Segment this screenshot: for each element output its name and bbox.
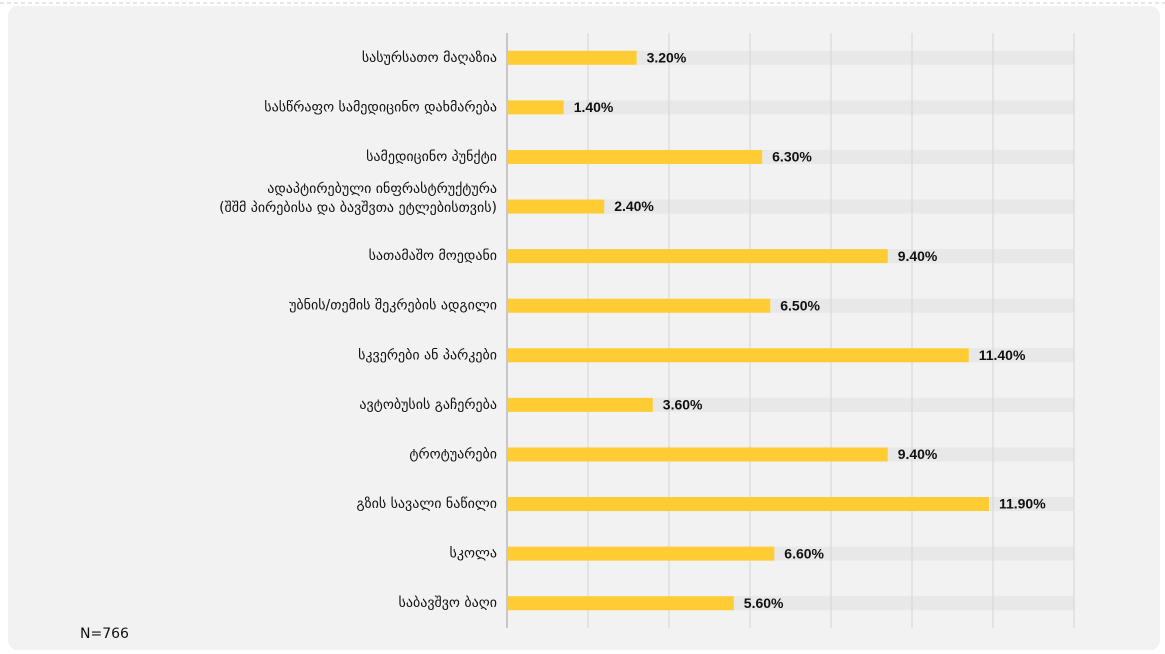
- bar-track: [507, 100, 1074, 115]
- bar: [507, 199, 605, 214]
- value-label: 9.40%: [898, 248, 938, 264]
- category-label: სამედიცინო პუნქტი: [366, 149, 497, 165]
- bar: [507, 149, 763, 164]
- category-label: გზის სავალი ნაწილი: [356, 496, 497, 512]
- category-label: სკოლა: [450, 546, 497, 562]
- bar-track: [507, 50, 1074, 65]
- value-label: 6.30%: [772, 149, 812, 165]
- category-label: უბნის/თემის შეკრების ადგილი: [289, 297, 497, 314]
- category-label: სასურსათო მაღაზია: [362, 49, 497, 66]
- bar: [507, 497, 989, 512]
- value-label: 1.40%: [574, 99, 614, 115]
- value-label: 2.40%: [614, 198, 654, 214]
- category-label: სასწრაფო სამედიცინო დახმარება: [264, 98, 497, 115]
- value-label: 3.60%: [663, 397, 703, 413]
- bar: [507, 100, 564, 115]
- category-label: ავტობუსის გაჩერება: [359, 396, 497, 413]
- value-label: 11.40%: [979, 347, 1026, 363]
- category-label: ტროტუარები: [409, 445, 497, 462]
- value-label: 6.50%: [780, 297, 820, 313]
- value-label: 9.40%: [898, 446, 938, 462]
- category-label: ადაპტირებული ინფრასტრუქტურა (შშმ პირებისა…: [219, 180, 497, 216]
- value-label: 11.90%: [999, 496, 1046, 512]
- bar: [507, 298, 771, 313]
- bar-track: [507, 199, 1074, 214]
- category-label: საბავშვო ბაღი: [399, 595, 497, 611]
- panel: [8, 6, 1160, 650]
- value-label: 6.60%: [784, 545, 824, 561]
- bar: [507, 249, 888, 264]
- bar: [507, 348, 969, 363]
- value-label: 5.60%: [744, 595, 784, 611]
- category-label: სათამაშო მოედანი: [369, 248, 497, 264]
- bar: [507, 397, 653, 412]
- bar: [507, 546, 775, 561]
- category-label: სკვერები ან პარკები: [358, 346, 497, 363]
- bars: 3.20% 1.40% 6.30% 2.40% 9.40% 6.50% 11.40% 3.60…: [507, 49, 1046, 611]
- bar: [507, 447, 888, 462]
- bar: [507, 596, 734, 611]
- note: N=766: [80, 626, 129, 642]
- value-label: 3.20%: [647, 49, 687, 65]
- bar: [507, 50, 637, 65]
